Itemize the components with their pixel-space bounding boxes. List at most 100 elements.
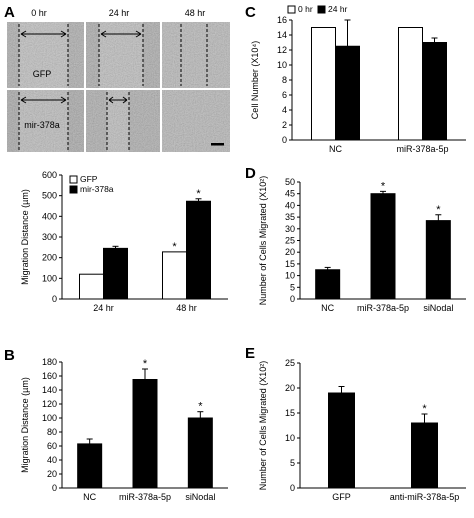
y-tick-label: 35 xyxy=(285,212,295,222)
y-tick-label: 14 xyxy=(277,30,287,40)
significance-star: * xyxy=(422,403,427,415)
y-tick-label: 0 xyxy=(290,483,295,493)
x-tick-label: NC xyxy=(83,492,96,502)
x-tick-label: miR-378a-5p xyxy=(396,144,448,154)
legend-label: GFP xyxy=(80,174,98,184)
legend-swatch xyxy=(287,5,296,14)
y-tick-label: 160 xyxy=(42,371,57,381)
y-tick-label: 180 xyxy=(42,357,57,367)
x-tick-label: miR-378a-5p xyxy=(119,492,171,502)
bar xyxy=(315,269,341,300)
gap-arrow xyxy=(20,96,67,104)
legend-label: mir-378a xyxy=(80,184,114,194)
y-tick-label: 0 xyxy=(52,294,57,304)
y-tick-label: 80 xyxy=(47,427,57,437)
y-tick-label: 8 xyxy=(282,75,287,85)
micrograph-gfp-24hr xyxy=(86,22,160,88)
x-tick-label: NC xyxy=(321,303,334,313)
y-tick-label: 140 xyxy=(42,385,57,395)
y-tick-label: 60 xyxy=(47,441,57,451)
bar xyxy=(186,200,211,300)
y-tick-label: 10 xyxy=(285,433,295,443)
significance-star: * xyxy=(198,401,203,413)
bar xyxy=(79,273,104,300)
legend-swatch xyxy=(317,5,326,14)
y-tick-label: 200 xyxy=(42,253,57,263)
y-tick-label: 5 xyxy=(290,458,295,468)
row-label-gfp: GFP xyxy=(33,69,52,79)
scale-bar xyxy=(211,143,224,146)
y-tick-label: 100 xyxy=(42,413,57,423)
y-tick-label: 10 xyxy=(277,60,287,70)
time-label-48hr: 48 hr xyxy=(185,8,206,18)
x-tick-label: 24 hr xyxy=(93,303,114,313)
micrograph-mir378a-24hr xyxy=(86,90,160,152)
y-tick-label: 10 xyxy=(285,271,295,281)
chart-e-cells-migrated: 0 5 10 15 20 25 Number of Cells Migrated (X10²… xyxy=(258,358,466,502)
y-axis-label: Migration Distance (µm) xyxy=(20,189,30,285)
legend-swatch xyxy=(69,175,78,184)
y-tick-label: 300 xyxy=(42,232,57,242)
time-label-0hr: 0 hr xyxy=(31,8,47,18)
panel-letter-d: D xyxy=(245,165,256,182)
y-tick-label: 50 xyxy=(285,177,295,187)
y-tick-label: 16 xyxy=(277,15,287,25)
y-tick-label: 40 xyxy=(285,200,295,210)
bar xyxy=(328,392,355,489)
gap-arrow xyxy=(108,96,128,104)
x-tick-label: siNodal xyxy=(185,492,215,502)
bar xyxy=(411,422,438,489)
chart-a-migration-distance: 0 100 200 300 400 500 600 Migration Distance (µ… xyxy=(20,170,228,313)
micrograph-gfp-0hr xyxy=(7,22,84,88)
x-tick-label: siNodal xyxy=(423,303,453,313)
y-tick-label: 0 xyxy=(290,294,295,304)
panel-letter-c: C xyxy=(245,4,256,21)
bar xyxy=(77,443,103,489)
y-tick-label: 15 xyxy=(285,408,295,418)
bar xyxy=(422,42,447,141)
y-tick-label: 5 xyxy=(290,282,295,292)
micrograph-mir378a-48hr xyxy=(162,90,230,152)
y-tick-label: 0 xyxy=(282,135,287,145)
y-axis-label: Cell Number (X10⁴) xyxy=(250,41,260,119)
chart-c-cell-number: 0 2 4 6 8 10 12 14 16 Cell Number (X10⁴) NC miR-378… xyxy=(250,4,466,154)
x-tick-label: 48 hr xyxy=(176,303,197,313)
bar xyxy=(103,247,128,300)
significance-star: * xyxy=(196,188,201,200)
x-tick-label: GFP xyxy=(332,492,351,502)
y-tick-label: 20 xyxy=(285,383,295,393)
y-axis-label: Number of Cells Migrated (X10²) xyxy=(258,176,268,306)
y-tick-label: 25 xyxy=(285,358,295,368)
significance-star: * xyxy=(172,241,177,253)
y-tick-label: 100 xyxy=(42,273,57,283)
y-tick-label: 15 xyxy=(285,259,295,269)
bar xyxy=(311,27,336,141)
micrograph-gfp-48hr xyxy=(162,22,230,88)
legend-label: 24 hr xyxy=(328,4,348,14)
y-tick-label: 20 xyxy=(47,469,57,479)
x-tick-label: anti-miR-378a-5p xyxy=(390,492,460,502)
y-tick-label: 600 xyxy=(42,170,57,180)
y-tick-label: 40 xyxy=(47,455,57,465)
legend-label: 0 hr xyxy=(298,4,313,14)
y-tick-label: 400 xyxy=(42,211,57,221)
significance-star: * xyxy=(436,204,441,216)
y-tick-label: 120 xyxy=(42,399,57,409)
bar xyxy=(132,379,158,489)
row-label-mir378a: mir-378a xyxy=(24,120,60,130)
time-label-24hr: 24 hr xyxy=(109,8,130,18)
y-tick-label: 6 xyxy=(282,90,287,100)
gap-arrow xyxy=(20,30,67,38)
micrograph-grid: 0 hr 24 hr 48 hr xyxy=(7,8,230,152)
y-tick-label: 4 xyxy=(282,105,287,115)
y-tick-label: 20 xyxy=(285,247,295,257)
bar xyxy=(398,27,423,141)
bar xyxy=(370,193,396,300)
y-tick-label: 12 xyxy=(277,45,287,55)
y-tick-label: 45 xyxy=(285,189,295,199)
bar xyxy=(162,251,187,300)
gap-arrow xyxy=(100,30,142,38)
panel-letter-e: E xyxy=(245,345,255,362)
x-tick-label: miR-378a-5p xyxy=(357,303,409,313)
